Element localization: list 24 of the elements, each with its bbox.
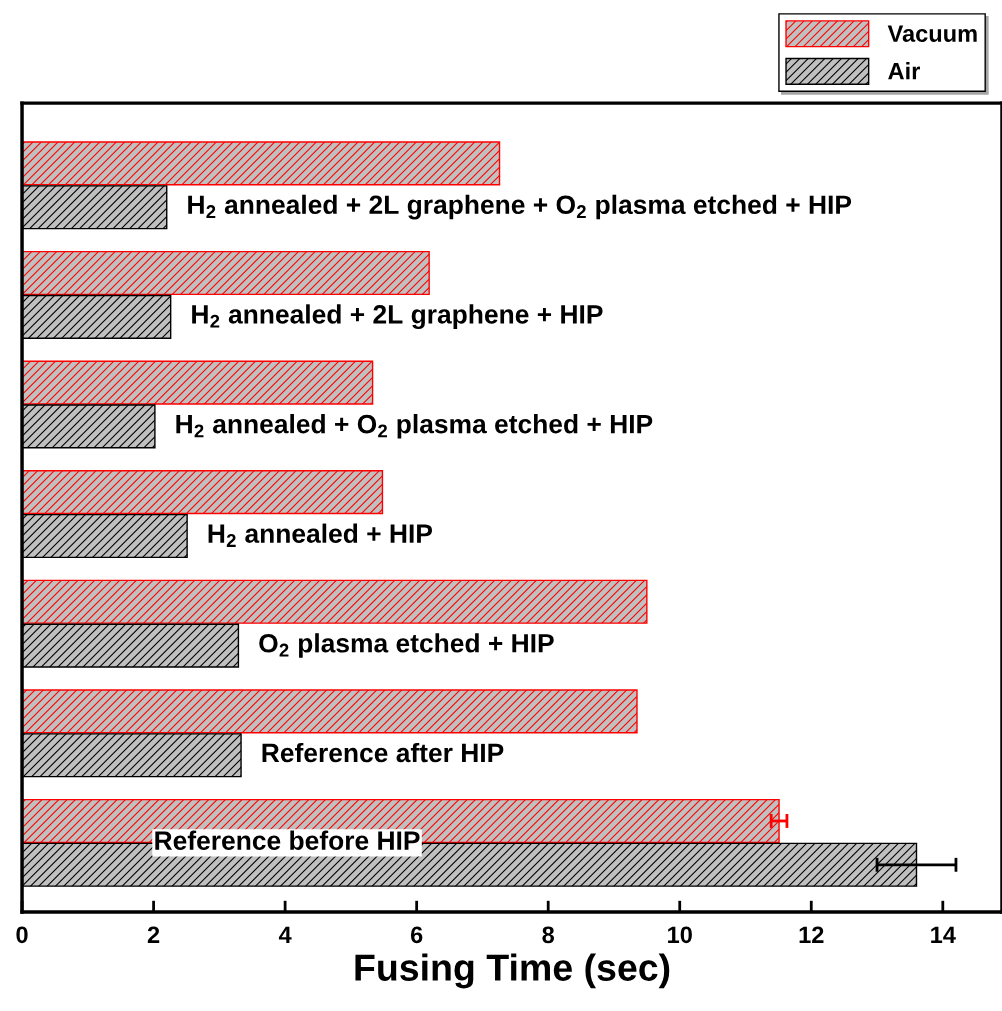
x-tick-label: 10 [668, 926, 692, 944]
bar [22, 141, 501, 186]
x-tick-label: 6 [410, 926, 423, 944]
bar [22, 579, 648, 624]
bar [22, 470, 384, 515]
y-tick-label: H$_{2}$ annealed + O$_{2}$ plasma etched + HIP [176, 414, 653, 439]
y-tick-label: H$_{2}$ annealed + HIP [208, 523, 433, 547]
x-tick-label: 4 [278, 926, 292, 943]
legend-label: Air [888, 62, 920, 80]
y-tick-label: O$_{2}$ plasma etched + HIP [259, 633, 554, 658]
x-axis-title: Fusing Time (sec) [355, 953, 670, 989]
x-tick-label: 12 [799, 926, 824, 943]
y-tick-label: Reference after HIP [262, 742, 504, 763]
y-tick-label: H$_{2}$ annealed + 2L graphene + HIP [192, 304, 603, 330]
x-tick-label: 8 [542, 926, 555, 944]
x-tick-label: 0 [16, 926, 28, 944]
x-tick-label: 2 [147, 926, 160, 943]
y-tick-label: H$_{2}$ annealed + 2L graphene + O$_{2}$ plasma etched + HIP [188, 194, 852, 220]
legend-label: Vacuum [887, 25, 977, 42]
bar [22, 689, 638, 734]
bar [22, 360, 374, 405]
y-tick-label: Reference before HIP [155, 830, 420, 850]
x-tick-label: 14 [931, 926, 956, 943]
bar [22, 250, 430, 296]
